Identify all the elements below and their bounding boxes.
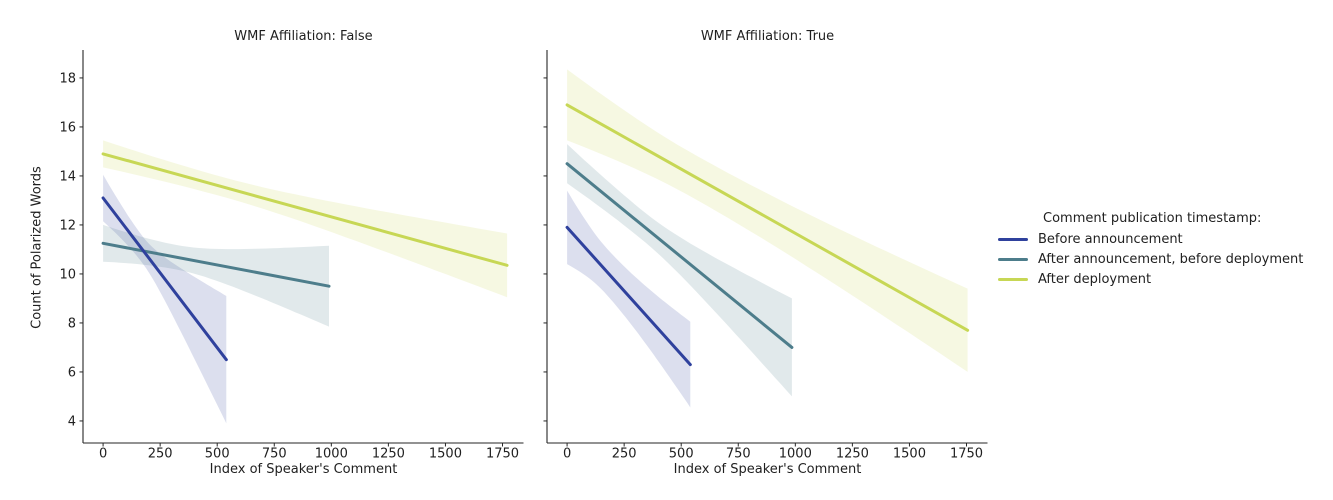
x-axis-label-left: Index of Speaker's Comment	[209, 462, 398, 477]
x-tick-label: 0	[563, 447, 571, 462]
legend-line-swatch	[998, 257, 1028, 261]
x-tick-label: 750	[726, 447, 751, 462]
legend-entry-after-deployment: After deployment	[998, 269, 1303, 289]
legend-entries: Before announcement After announcement, b…	[998, 229, 1303, 289]
regression-line-before-announcement	[101, 196, 228, 362]
regression-line-after-announcement-before-deployment	[565, 162, 794, 349]
legend-entry-after-announcement-before-deployment: After announcement, before deployment	[998, 249, 1303, 269]
ci-band-before-announcement	[567, 190, 691, 408]
regression-line-before-announcement	[565, 225, 692, 367]
x-tick-label: 500	[205, 447, 230, 462]
x-tick-label: 1500	[893, 447, 926, 462]
x-axis-label-right: Index of Speaker's Comment	[673, 462, 862, 477]
y-tick-label: 16	[59, 120, 76, 135]
legend-entry-label: Before announcement	[1038, 231, 1183, 247]
y-tick-label: 6	[68, 365, 76, 380]
regression-line-after-announcement-before-deployment	[101, 241, 331, 288]
facet-panel-1: 0 250 500 750 1000 1250 1500 1750	[543, 50, 988, 462]
legend-entry-before-announcement: Before announcement	[998, 229, 1303, 249]
y-tick-label: 12	[59, 218, 76, 233]
legend-line-swatch	[998, 277, 1028, 281]
x-tick-label: 250	[612, 447, 637, 462]
legend: Comment publication timestamp: Before an…	[998, 210, 1303, 289]
legend-title: Comment publication timestamp:	[1043, 211, 1262, 226]
x-tick-label: 1500	[429, 447, 462, 462]
legend-entry-label: After announcement, before deployment	[1038, 251, 1304, 267]
y-tick-label: 10	[59, 267, 76, 282]
x-tick-label: 750	[262, 447, 287, 462]
facet-title-true: WMF Affiliation: True	[700, 29, 835, 44]
x-tick-label: 500	[669, 447, 694, 462]
ci-band-after-announcement-before-deployment	[567, 144, 792, 397]
facet-title-false: WMF Affiliation: False	[234, 29, 373, 44]
x-tick-label: 1250	[372, 447, 405, 462]
x-tick-label: 1000	[315, 447, 348, 462]
ci-band-before-announcement	[103, 174, 227, 424]
y-tick-label: 8	[68, 316, 76, 331]
x-tick-label: 1750	[486, 447, 519, 462]
legend-line-swatch	[998, 237, 1028, 241]
ci-band-after-deployment	[103, 140, 508, 298]
x-tick-label: 1750	[950, 447, 983, 462]
regression-line-after-deployment	[565, 103, 970, 332]
regression-line-after-deployment	[101, 152, 509, 267]
facet-panel-0: 0 250 500 750 1000 1250 1500 1750 4 6 8 10 12 14 16 18	[59, 50, 524, 462]
x-tick-label: 0	[99, 447, 107, 462]
x-tick-label: 1000	[779, 447, 812, 462]
y-tick-label: 18	[59, 71, 76, 86]
ci-band-after-announcement-before-deployment	[103, 224, 329, 327]
y-tick-label: 14	[59, 169, 76, 184]
y-tick-label: 4	[68, 414, 76, 429]
x-tick-label: 1250	[836, 447, 869, 462]
legend-entry-label: After deployment	[1038, 271, 1152, 287]
x-tick-label: 250	[148, 447, 173, 462]
y-axis-label: Count of Polarized Words	[29, 166, 45, 329]
ci-band-after-deployment	[567, 69, 968, 372]
